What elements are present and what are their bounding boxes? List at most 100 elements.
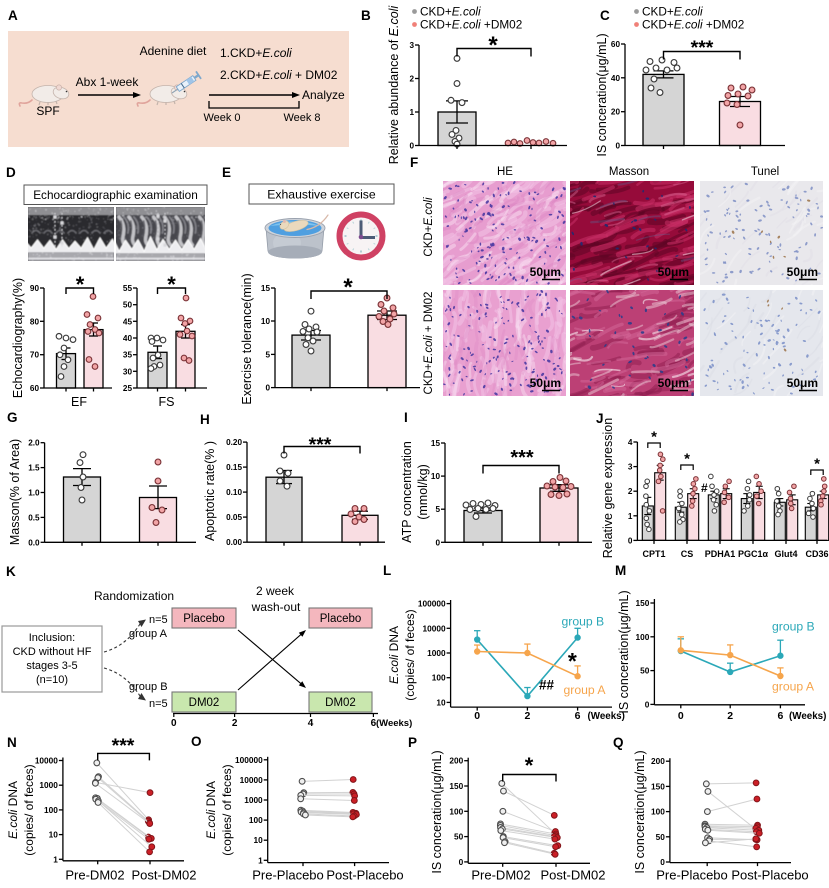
- svg-text:Inclusion:: Inclusion:: [29, 632, 75, 644]
- svg-text:Tunel: Tunel: [751, 166, 779, 178]
- svg-text:10: 10: [436, 697, 446, 707]
- svg-text:100: 100: [449, 806, 463, 816]
- svg-text:Masson: Masson: [609, 166, 649, 178]
- svg-text:*: *: [814, 456, 820, 473]
- svg-text:J: J: [596, 411, 604, 426]
- svg-text:10: 10: [253, 835, 263, 845]
- svg-text:0: 0: [645, 699, 650, 709]
- svg-text:Analyze: Analyze: [302, 88, 345, 102]
- svg-text:group A: group A: [772, 680, 815, 694]
- svg-text:200: 200: [651, 756, 665, 766]
- svg-text:group A: group A: [129, 628, 168, 640]
- svg-text:10: 10: [431, 472, 441, 481]
- svg-text:0: 0: [459, 857, 464, 867]
- svg-text:group B: group B: [772, 620, 815, 634]
- svg-text:CKD+E.coli: CKD+E.coli: [642, 5, 703, 19]
- svg-text:1: 1: [409, 108, 414, 117]
- svg-text:150: 150: [449, 781, 463, 791]
- svg-text:PDHA1: PDHA1: [705, 549, 736, 559]
- svg-text:HE: HE: [497, 166, 513, 178]
- svg-text:2: 2: [409, 74, 414, 83]
- svg-text:group A: group A: [564, 683, 607, 697]
- svg-text:SPF: SPF: [36, 104, 59, 118]
- svg-text:50μm: 50μm: [530, 265, 561, 279]
- svg-text:50: 50: [640, 666, 650, 676]
- svg-text:2: 2: [232, 718, 238, 729]
- svg-text:A: A: [8, 8, 18, 23]
- svg-text:50: 50: [656, 832, 666, 842]
- svg-text:0: 0: [171, 718, 177, 729]
- svg-text:4: 4: [308, 718, 314, 729]
- svg-text:E.coli DNA: E.coli DNA: [204, 781, 218, 839]
- svg-text:1: 1: [628, 512, 633, 521]
- svg-text:##: ##: [539, 678, 555, 693]
- svg-text:N: N: [7, 735, 17, 750]
- svg-text:EF: EF: [71, 395, 87, 409]
- svg-text:3: 3: [628, 463, 633, 472]
- svg-text:5: 5: [435, 505, 440, 514]
- svg-text:(copies/ of feces): (copies/ of feces): [22, 764, 36, 855]
- svg-text:1.5: 1.5: [28, 464, 40, 473]
- svg-text:2: 2: [727, 710, 733, 722]
- svg-text:I: I: [404, 410, 408, 425]
- svg-text:40: 40: [611, 74, 621, 83]
- svg-text:45: 45: [123, 317, 133, 326]
- svg-text:50μm: 50μm: [787, 376, 818, 390]
- svg-text:(copies/ of feces): (copies/ of feces): [403, 609, 417, 700]
- svg-text:PGC1α: PGC1α: [738, 549, 769, 559]
- svg-text:***: ***: [309, 434, 332, 456]
- svg-text:CKD+E.coli +DM02: CKD+E.coli +DM02: [642, 18, 744, 32]
- svg-text:wash-out: wash-out: [251, 600, 301, 614]
- svg-text:1.CKD+E.coli: 1.CKD+E.coli: [220, 46, 292, 60]
- svg-text:(Weeks): (Weeks): [789, 711, 826, 722]
- svg-text:group B: group B: [129, 681, 168, 693]
- svg-text:0: 0: [435, 538, 440, 547]
- svg-text:IS conceration(μg/mL): IS conceration(μg/mL): [595, 33, 609, 156]
- svg-text:0.10: 0.10: [226, 488, 242, 497]
- svg-text:70: 70: [30, 351, 40, 360]
- svg-text:100: 100: [636, 632, 650, 642]
- svg-text:100000: 100000: [235, 755, 263, 765]
- svg-text:Placebo: Placebo: [320, 613, 362, 625]
- svg-text:6: 6: [777, 710, 783, 722]
- svg-text:2: 2: [628, 487, 633, 496]
- svg-text:2.CKD+E.coli + DM02: 2.CKD+E.coli + DM02: [220, 68, 338, 82]
- svg-text:Pre-Placebo: Pre-Placebo: [252, 868, 324, 883]
- svg-text:K: K: [6, 564, 16, 579]
- svg-text:(Weeks): (Weeks): [588, 711, 625, 722]
- svg-text:Glut4: Glut4: [774, 549, 797, 559]
- svg-text:1000: 1000: [244, 795, 263, 805]
- svg-text:2 week: 2 week: [256, 584, 295, 598]
- svg-text:CPT1: CPT1: [642, 549, 665, 559]
- svg-text:0.0: 0.0: [28, 538, 40, 547]
- svg-text:2: 2: [524, 710, 530, 722]
- svg-text:Randomization: Randomization: [94, 589, 174, 603]
- svg-text:Masson(% of Area): Masson(% of Area): [8, 439, 22, 545]
- svg-text:Apoptotic rate(% ): Apoptotic rate(% ): [203, 441, 217, 541]
- svg-text:*: *: [167, 272, 176, 297]
- svg-text:150: 150: [636, 598, 650, 608]
- svg-text:5: 5: [265, 350, 270, 359]
- svg-text:1000: 1000: [427, 648, 446, 658]
- svg-text:CD36: CD36: [805, 549, 828, 559]
- svg-text:Post-DM02: Post-DM02: [540, 868, 605, 883]
- svg-text:0.15: 0.15: [226, 463, 242, 472]
- svg-text:100000: 100000: [418, 599, 446, 609]
- svg-text:*: *: [488, 32, 498, 59]
- svg-text:2.0: 2.0: [28, 439, 40, 448]
- svg-text:O: O: [191, 734, 202, 749]
- svg-text:Post-Placebo: Post-Placebo: [326, 868, 403, 883]
- svg-text:0: 0: [660, 857, 665, 867]
- svg-text:60: 60: [30, 384, 40, 393]
- svg-text:100: 100: [44, 805, 58, 815]
- svg-text:100: 100: [651, 807, 665, 817]
- svg-text:1000: 1000: [39, 780, 58, 790]
- svg-text:IS conceration(μg/mL): IS conceration(μg/mL): [617, 590, 631, 713]
- svg-text:Post-Placebo: Post-Placebo: [731, 868, 808, 883]
- svg-text:*: *: [525, 753, 534, 778]
- svg-text:15: 15: [431, 439, 441, 448]
- svg-text:50μm: 50μm: [658, 376, 689, 390]
- svg-text:0.20: 0.20: [226, 438, 242, 447]
- svg-text:50: 50: [123, 301, 133, 310]
- svg-text:40: 40: [123, 334, 133, 343]
